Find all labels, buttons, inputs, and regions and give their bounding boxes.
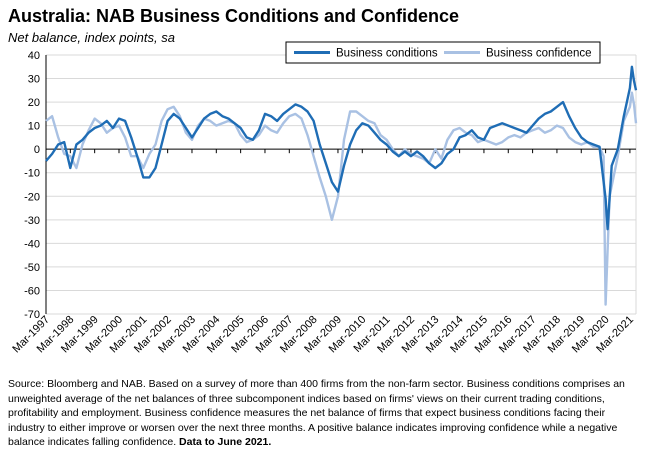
y-tick-label: -20: [24, 191, 40, 203]
source-text: Source: Bloomberg and NAB. Based on a su…: [8, 378, 625, 449]
y-tick-label: 40: [28, 50, 40, 62]
y-tick-label: -70: [24, 309, 40, 321]
chart-title: Australia: NAB Business Conditions and C…: [8, 6, 460, 26]
legend-label-business-confidence: Business confidence: [486, 48, 591, 60]
x-axis: Mar-1997Mar-1998Mar-1999Mar-2000Mar-2001…: [10, 148, 636, 355]
legend-label-business-conditions: Business conditions: [336, 48, 438, 60]
data-date-note: Data to June 2021.: [179, 436, 272, 449]
legend-box: [285, 41, 601, 64]
y-tick-label: 20: [28, 97, 40, 109]
series-lines: [45, 65, 638, 306]
y-tick-label: 10: [28, 121, 40, 133]
y-tick-label: -10: [24, 168, 40, 180]
y-tick-label: 0: [34, 144, 40, 156]
y-tick-label: -50: [24, 262, 40, 274]
series-line-business-confidence: [45, 91, 638, 306]
chart-subtitle: Net balance, index points, sa: [8, 30, 175, 45]
y-tick-label: -40: [24, 238, 40, 250]
y-tick-label: -60: [24, 285, 40, 297]
y-tick-label: -30: [24, 215, 40, 227]
series-line-business-conditions: [45, 65, 638, 231]
y-tick-label: 30: [28, 74, 40, 86]
source-note: Source: Bloomberg and NAB. Based on a su…: [8, 377, 640, 450]
y-axis: -70 -60 -50 -40 -30 -20 -10 0 10 20 30 40: [24, 50, 47, 321]
gridlines: [46, 54, 637, 315]
legend: Business conditions Business confidence: [285, 41, 601, 64]
